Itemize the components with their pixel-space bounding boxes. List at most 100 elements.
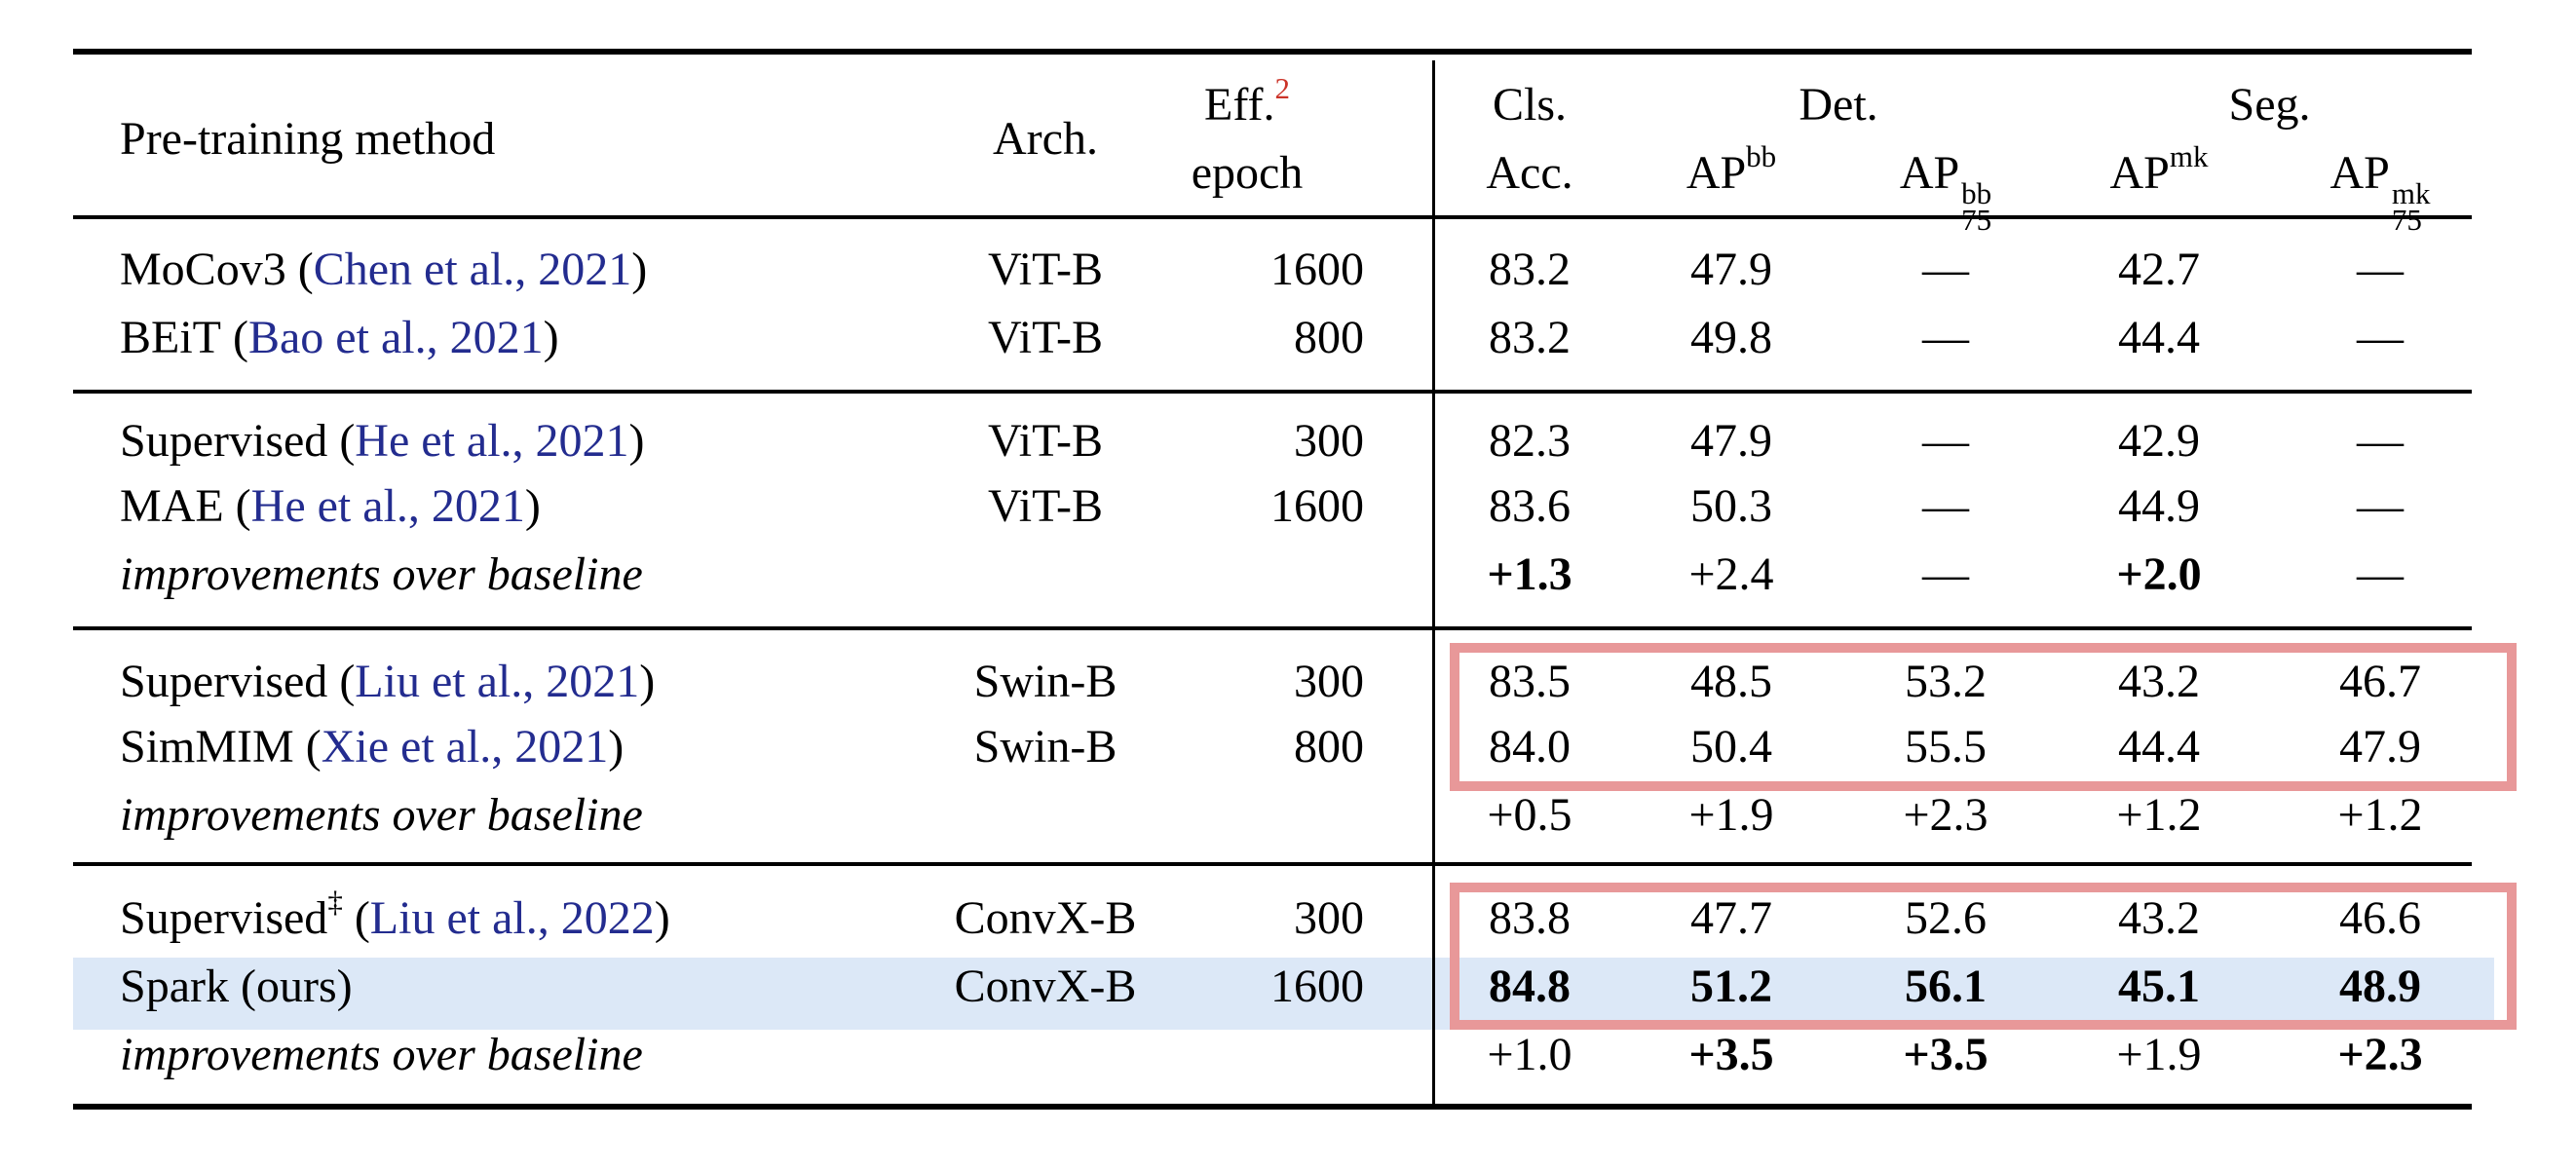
ap-bb-cell: +1.9 bbox=[1688, 789, 1774, 841]
ours-row-highlight bbox=[73, 958, 2494, 1030]
ap-mk75-cell: 47.9 bbox=[2339, 721, 2421, 773]
ap-mk-cell: +1.9 bbox=[2116, 1029, 2202, 1080]
epoch-cell: 800 bbox=[1294, 312, 1364, 363]
ap-bb75-cell: — bbox=[1922, 415, 1969, 467]
method-cell: MoCov3 (Chen et al., 2021) bbox=[120, 244, 648, 295]
ap-mk75-cell: 48.9 bbox=[2339, 961, 2421, 1012]
ap-bb-cell: 49.8 bbox=[1690, 312, 1772, 363]
table-row: MoCov3 (Chen et al., 2021) ViT-B 1600 83… bbox=[73, 236, 2472, 304]
ap-mk-cell: 45.1 bbox=[2118, 961, 2200, 1012]
ap-mk-cell: 44.4 bbox=[2118, 721, 2200, 773]
ap-bb75-cell: — bbox=[1922, 480, 1969, 532]
table-row: SimMIM (Xie et al., 2021) Swin-B 800 84.… bbox=[73, 713, 2472, 781]
method-cell: BEiT (Bao et al., 2021) bbox=[120, 312, 559, 363]
ap-mk75-cell: 46.6 bbox=[2339, 892, 2421, 944]
arch-cell: ViT-B bbox=[987, 480, 1104, 532]
ap-mk75-cell: +1.2 bbox=[2337, 789, 2423, 841]
ap-bb-cell: +2.4 bbox=[1688, 548, 1774, 600]
header-eff: Eff.2 bbox=[1204, 71, 1290, 131]
improvements-label: improvements over baseline bbox=[120, 789, 643, 841]
ap-mk-cell: 43.2 bbox=[2118, 892, 2200, 944]
header-row-main: Pre-training method Arch. bbox=[73, 105, 2472, 173]
citation-link[interactable]: Liu et al., 2021 bbox=[355, 656, 640, 707]
epoch-cell: 1600 bbox=[1270, 244, 1364, 295]
table-row: MAE (He et al., 2021) ViT-B 1600 83.6 50… bbox=[73, 472, 2472, 541]
ap-bb-cell: 48.5 bbox=[1690, 656, 1772, 707]
ap-bb-cell: 50.4 bbox=[1690, 721, 1772, 773]
method-cell: Supervised (Liu et al., 2021) bbox=[120, 656, 656, 707]
highlight-box-swin bbox=[1450, 643, 2517, 791]
improvements-row: improvements over baseline +1.3 +2.4 — +… bbox=[73, 541, 2472, 609]
cls-acc-cell: 83.2 bbox=[1489, 312, 1571, 363]
arch-cell: ViT-B bbox=[987, 415, 1104, 467]
arch-cell: ConvX-B bbox=[954, 892, 1137, 944]
ap-bb-cell: 47.9 bbox=[1690, 244, 1772, 295]
improvements-row: improvements over baseline +1.0 +3.5 +3.… bbox=[73, 1021, 2472, 1089]
ap-mk75-cell: — bbox=[2357, 480, 2404, 532]
header-ap-bb-75: AP bb 75 bbox=[1899, 147, 1992, 237]
ap-mk-cell: +1.2 bbox=[2116, 789, 2202, 841]
epoch-cell: 1600 bbox=[1270, 480, 1364, 532]
method-cell: MAE (He et al., 2021) bbox=[120, 480, 541, 532]
header-epoch: epoch bbox=[1191, 147, 1304, 199]
ap-bb-cell: 51.2 bbox=[1690, 961, 1772, 1012]
dagger-marker: ‡ bbox=[327, 885, 343, 919]
rule-top bbox=[73, 49, 2472, 55]
ap-mk75-cell: 46.7 bbox=[2339, 656, 2421, 707]
header-seg-group: Seg. bbox=[2228, 79, 2311, 131]
epoch-cell: 300 bbox=[1294, 892, 1364, 944]
ap-mk75-cell: — bbox=[2357, 415, 2404, 467]
ap-mk75-cell: — bbox=[2357, 312, 2404, 363]
footnote-2-link[interactable]: 2 bbox=[1274, 71, 1290, 105]
method-cell: Supervised (He et al., 2021) bbox=[120, 415, 645, 467]
cls-acc-cell: +0.5 bbox=[1487, 789, 1572, 841]
ap-bb75-cell: 56.1 bbox=[1905, 961, 1987, 1012]
rule-block-2 bbox=[73, 626, 2472, 630]
citation-link[interactable]: He et al., 2021 bbox=[355, 415, 629, 467]
highlight-box-convx bbox=[1450, 883, 2517, 1030]
epoch-cell: 1600 bbox=[1270, 961, 1364, 1012]
rule-block-3 bbox=[73, 862, 2472, 866]
rule-header-bottom bbox=[73, 215, 2472, 219]
citation-link[interactable]: Liu et al., 2022 bbox=[369, 892, 655, 944]
header-method: Pre-training method bbox=[120, 113, 496, 165]
header-row-line1: Eff.2 Cls. Det. Seg. bbox=[73, 71, 2472, 139]
ap-bb75-cell: +2.3 bbox=[1903, 789, 1989, 841]
ap-mk-cell: +2.0 bbox=[2116, 548, 2202, 600]
table-row: Supervised‡ (Liu et al., 2022) ConvX-B 3… bbox=[73, 885, 2472, 953]
cls-acc-cell: 84.0 bbox=[1489, 721, 1571, 773]
cls-acc-cell: 84.8 bbox=[1489, 961, 1571, 1012]
cls-acc-cell: 83.5 bbox=[1489, 656, 1571, 707]
citation-link[interactable]: Xie et al., 2021 bbox=[321, 721, 609, 773]
column-divider bbox=[1432, 60, 1435, 1104]
improvements-row: improvements over baseline +0.5 +1.9 +2.… bbox=[73, 781, 2472, 849]
header-cls: Cls. bbox=[1492, 79, 1568, 131]
improvements-label: improvements over baseline bbox=[120, 548, 643, 600]
method-cell: Spark (ours) bbox=[120, 961, 353, 1012]
table-row: Supervised (Liu et al., 2021) Swin-B 300… bbox=[73, 648, 2472, 716]
ap-bb-cell: +3.5 bbox=[1688, 1029, 1774, 1080]
ap-bb75-cell: — bbox=[1922, 548, 1969, 600]
citation-link[interactable]: Chen et al., 2021 bbox=[313, 244, 632, 295]
arch-cell: ViT-B bbox=[987, 312, 1104, 363]
ap-bb75-cell: — bbox=[1922, 312, 1969, 363]
header-arch: Arch. bbox=[993, 113, 1098, 165]
ap-mk-cell: 42.7 bbox=[2118, 244, 2200, 295]
ap-bb75-cell: 52.6 bbox=[1905, 892, 1987, 944]
header-det-group: Det. bbox=[1799, 79, 1878, 131]
ap-bb75-cell: 53.2 bbox=[1905, 656, 1987, 707]
table-row: BEiT (Bao et al., 2021) ViT-B 800 83.2 4… bbox=[73, 304, 2472, 372]
ap-bb-cell: 47.9 bbox=[1690, 415, 1772, 467]
ours-row: Spark (ours) ConvX-B 1600 84.8 51.2 56.1… bbox=[73, 953, 2472, 1021]
cls-acc-cell: +1.0 bbox=[1487, 1029, 1572, 1080]
ap-mk75-cell: — bbox=[2357, 244, 2404, 295]
epoch-cell: 300 bbox=[1294, 415, 1364, 467]
improvements-label: improvements over baseline bbox=[120, 1029, 643, 1080]
ap-mk-cell: 44.9 bbox=[2118, 480, 2200, 532]
cls-acc-cell: 82.3 bbox=[1489, 415, 1571, 467]
cls-acc-cell: +1.3 bbox=[1487, 548, 1572, 600]
citation-link[interactable]: He et al., 2021 bbox=[250, 480, 525, 532]
rule-bottom bbox=[73, 1104, 2472, 1110]
citation-link[interactable]: Bao et al., 2021 bbox=[247, 312, 544, 363]
